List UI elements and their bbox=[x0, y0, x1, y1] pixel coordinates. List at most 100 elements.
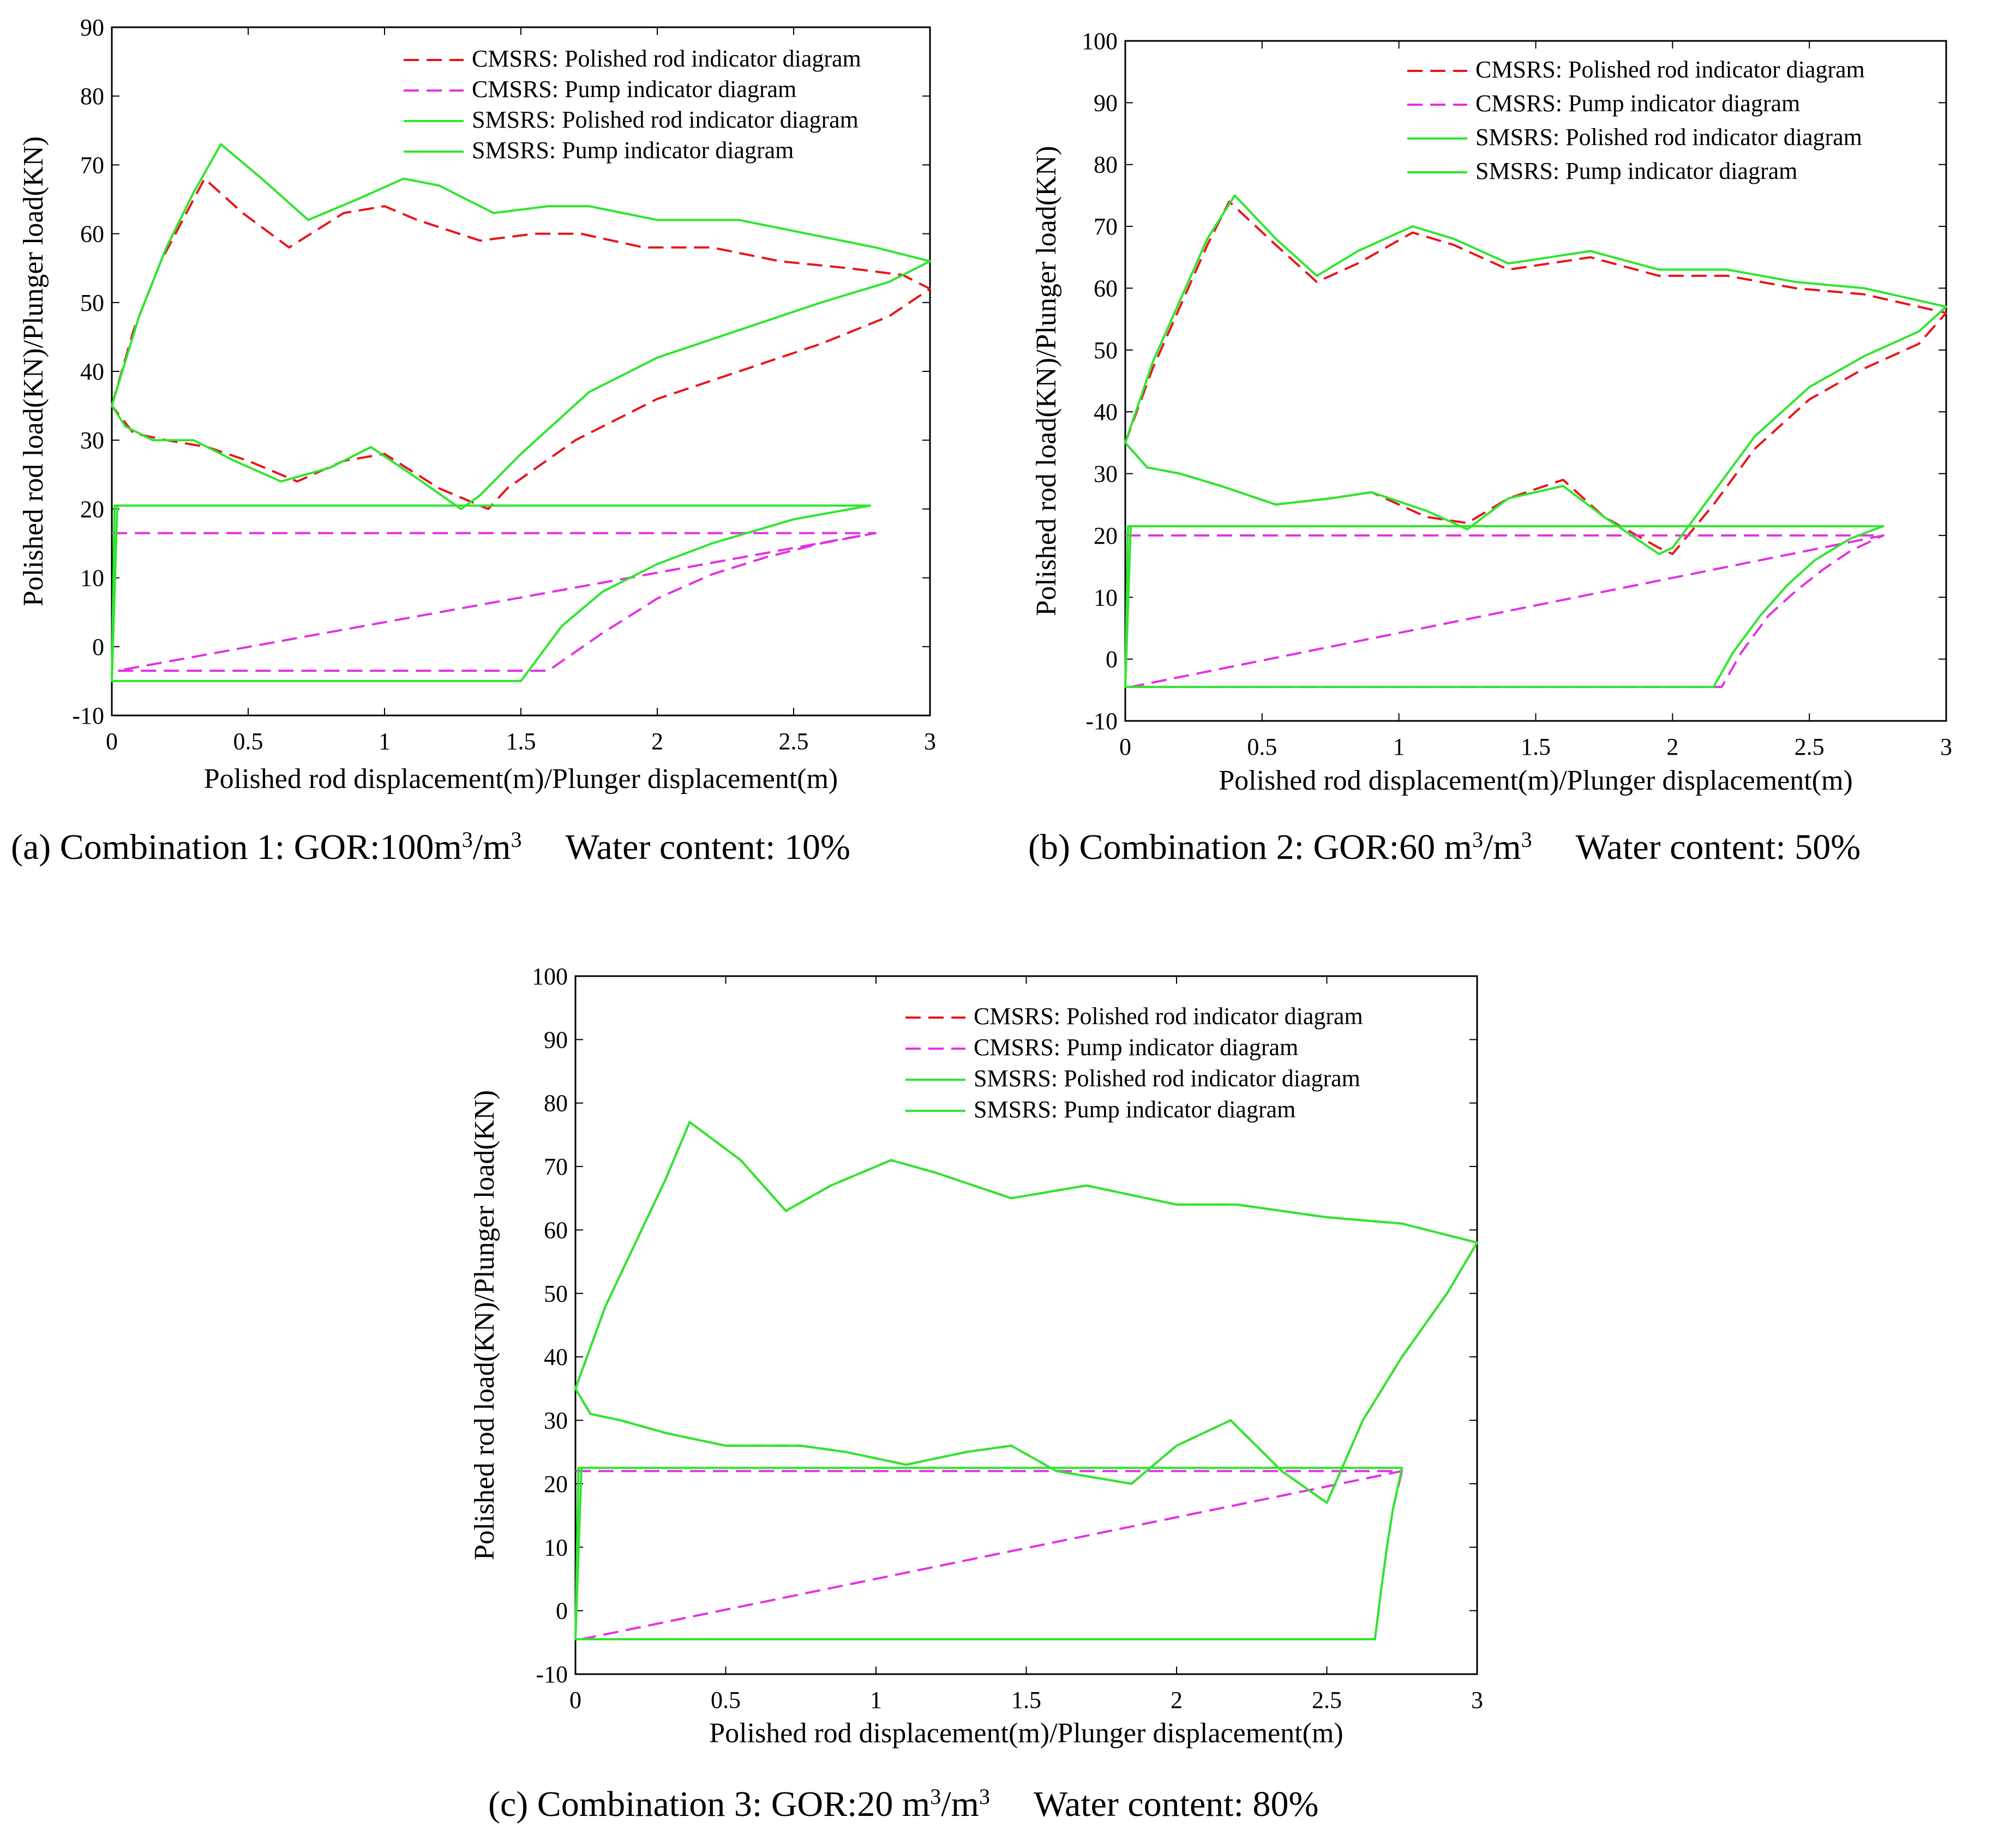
y-axis-label: Polished rod load(KN)/Plunger load(KN) bbox=[1031, 146, 1062, 616]
caption-mid: /m bbox=[473, 827, 511, 867]
chart-panel-2: 0 0.5 1 1.5 2 2.5 3-100102030405060708090100CM… bbox=[1028, 28, 1952, 867]
chart-caption: (c) Combination 3: GOR:20 m3/m3 Water con… bbox=[488, 1784, 1318, 1825]
y-tick-label: -10 bbox=[72, 702, 104, 729]
y-tick-label: 80 bbox=[544, 1090, 568, 1117]
x-tick-label: 2 bbox=[651, 728, 663, 755]
legend-label-3: SMSRS: Polished rod indicator diagram bbox=[472, 106, 859, 133]
x-tick-label: 3 bbox=[1940, 733, 1952, 760]
y-tick-label: 100 bbox=[1082, 28, 1118, 55]
series-line-3 bbox=[574, 1121, 1478, 1504]
y-tick-label: 0 bbox=[92, 634, 104, 660]
x-axis-label: Polished rod displacement(m)/Plunger dis… bbox=[1219, 765, 1853, 796]
legend-label-4: SMSRS: Pump indicator diagram bbox=[974, 1096, 1295, 1123]
x-tick-label: 1.5 bbox=[1011, 1687, 1041, 1713]
legend-label-1: CMSRS: Polished rod indicator diagram bbox=[1475, 56, 1865, 83]
legend-label-2: CMSRS: Pump indicator diagram bbox=[472, 76, 796, 103]
y-tick-label: 60 bbox=[1094, 275, 1118, 302]
y-tick-label: 20 bbox=[544, 1471, 568, 1497]
legend-label-3: SMSRS: Polished rod indicator diagram bbox=[974, 1065, 1360, 1092]
x-tick-label: 0 bbox=[569, 1687, 581, 1713]
y-tick-label: 40 bbox=[80, 358, 104, 385]
y-tick-label: 100 bbox=[532, 963, 568, 990]
legend-label-4: SMSRS: Pump indicator diagram bbox=[1475, 158, 1797, 184]
caption-sup: 3 bbox=[1472, 827, 1483, 852]
y-tick-label: 40 bbox=[1094, 399, 1118, 425]
series-line-1 bbox=[1124, 200, 1947, 555]
y-tick-label: 70 bbox=[80, 152, 104, 178]
x-tick-label: 0.5 bbox=[711, 1687, 741, 1713]
x-tick-label: 0 bbox=[106, 728, 118, 755]
x-tick-label: 2.5 bbox=[779, 728, 809, 755]
x-tick-label: 2.5 bbox=[1312, 1687, 1342, 1713]
x-tick-label: 2.5 bbox=[1795, 733, 1825, 760]
caption-sup2: 3 bbox=[979, 1784, 990, 1809]
y-tick-label: 90 bbox=[80, 14, 104, 41]
caption-mid: /m bbox=[1483, 827, 1521, 867]
caption-prefix: (c) Combination 3: GOR:20 m bbox=[488, 1784, 930, 1824]
chart-panel-3: 0 0.5 1 1.5 2 2.5 3-100102030405060708090100CM… bbox=[469, 963, 1483, 1824]
y-tick-label: 30 bbox=[1094, 461, 1118, 488]
y-axis-label: Polished rod load(KN)/Plunger load(KN) bbox=[469, 1090, 500, 1560]
y-tick-label: 10 bbox=[80, 565, 104, 592]
series-line-3 bbox=[1124, 194, 1947, 555]
caption-suffix: Water content: 10% bbox=[565, 827, 850, 867]
y-tick-label: 40 bbox=[544, 1344, 568, 1370]
legend-label-1: CMSRS: Polished rod indicator diagram bbox=[974, 1003, 1363, 1030]
chart-panel-1: 0 0.5 1 1.5 2 2.5 3-100102030405060708090CMSRS… bbox=[11, 14, 936, 867]
y-tick-label: 70 bbox=[1094, 213, 1118, 240]
y-tick-label: -10 bbox=[536, 1661, 568, 1688]
y-tick-label: 20 bbox=[80, 496, 104, 522]
chart-caption: (b) Combination 2: GOR:60 m3/m3 Water con… bbox=[1028, 827, 1861, 868]
x-tick-label: 3 bbox=[1471, 1687, 1483, 1713]
x-tick-label: 0.5 bbox=[1247, 733, 1277, 760]
y-tick-label: 0 bbox=[1106, 646, 1118, 673]
x-tick-label: 0.5 bbox=[233, 728, 263, 755]
legend-label-1: CMSRS: Polished rod indicator diagram bbox=[472, 45, 861, 72]
x-tick-label: 1 bbox=[379, 728, 391, 755]
y-tick-label: 30 bbox=[544, 1407, 568, 1434]
y-tick-label: 80 bbox=[80, 83, 104, 110]
y-tick-label: 70 bbox=[544, 1153, 568, 1180]
y-tick-label: 20 bbox=[1094, 522, 1118, 549]
x-tick-label: 2 bbox=[1666, 733, 1678, 760]
y-tick-label: 10 bbox=[1094, 584, 1118, 611]
caption-sup2: 3 bbox=[1521, 827, 1532, 852]
series-line-3 bbox=[111, 143, 931, 510]
y-tick-label: 30 bbox=[80, 427, 104, 454]
y-tick-label: 90 bbox=[1094, 89, 1118, 116]
legend-label-2: CMSRS: Pump indicator diagram bbox=[1475, 90, 1800, 117]
x-tick-label: 1 bbox=[870, 1687, 882, 1713]
series-line-4 bbox=[1124, 525, 1885, 688]
caption-sup: 3 bbox=[462, 827, 473, 852]
legend-label-4: SMSRS: Pump indicator diagram bbox=[472, 137, 794, 164]
x-tick-label: 3 bbox=[924, 728, 936, 755]
y-tick-label: 50 bbox=[1094, 337, 1118, 364]
x-tick-label: 1 bbox=[1393, 733, 1405, 760]
x-tick-label: 0 bbox=[1119, 733, 1131, 760]
y-tick-label: 90 bbox=[544, 1026, 568, 1053]
legend-label-2: CMSRS: Pump indicator diagram bbox=[974, 1034, 1298, 1061]
legend-label-3: SMSRS: Polished rod indicator diagram bbox=[1475, 124, 1862, 151]
y-tick-label: 60 bbox=[544, 1217, 568, 1243]
caption-suffix: Water content: 80% bbox=[1034, 1784, 1319, 1824]
x-tick-label: 1.5 bbox=[1521, 733, 1551, 760]
y-tick-label: 60 bbox=[80, 221, 104, 248]
y-axis-label: Polished rod load(KN)/Plunger load(KN) bbox=[18, 136, 49, 606]
chart-caption: (a) Combination 1: GOR:100m3/m3 Water con… bbox=[11, 827, 850, 868]
x-tick-label: 1.5 bbox=[506, 728, 536, 755]
series-line-2 bbox=[1125, 534, 1885, 688]
caption-prefix: (b) Combination 2: GOR:60 m bbox=[1028, 827, 1472, 867]
series-line-4 bbox=[111, 504, 871, 682]
caption-prefix: (a) Combination 1: GOR:100m bbox=[11, 827, 462, 867]
x-axis-label: Polished rod displacement(m)/Plunger dis… bbox=[204, 763, 838, 795]
caption-sup2: 3 bbox=[511, 827, 521, 852]
x-tick-label: 2 bbox=[1171, 1687, 1183, 1713]
y-tick-label: 50 bbox=[544, 1280, 568, 1307]
y-tick-label: 80 bbox=[1094, 152, 1118, 178]
x-axis-label: Polished rod displacement(m)/Plunger dis… bbox=[709, 1718, 1343, 1749]
caption-sup: 3 bbox=[930, 1784, 941, 1809]
series-line-2 bbox=[112, 532, 877, 672]
series-line-4 bbox=[574, 1466, 1403, 1640]
